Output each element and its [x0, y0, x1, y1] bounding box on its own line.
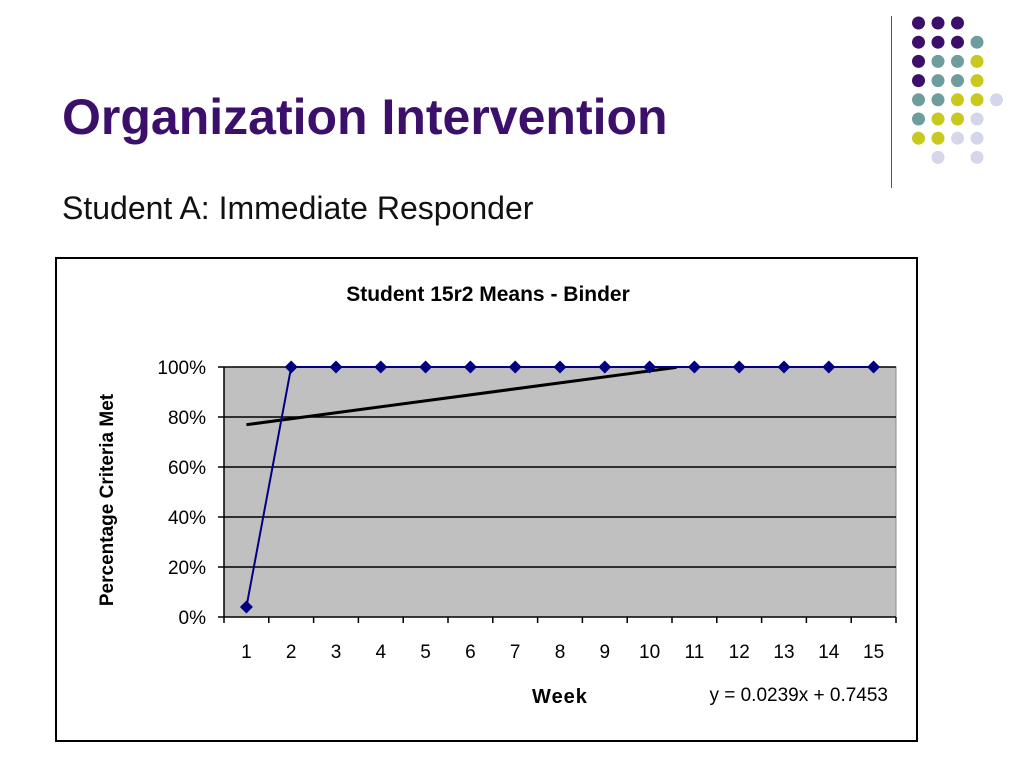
series-group — [239, 360, 881, 614]
data-point-marker — [239, 600, 253, 614]
decorative-dot — [912, 54, 925, 68]
x-tick-label: 9 — [600, 642, 611, 663]
decorative-dot — [931, 131, 945, 145]
decorative-divider — [891, 16, 892, 188]
y-tick-label: 0% — [179, 608, 207, 629]
decorative-dot — [970, 93, 984, 107]
decorative-dot — [931, 112, 945, 126]
chart-container: Student 15r2 Means - Binder 0% 20% 40% 60% 8… — [55, 257, 918, 742]
trendline-equation: y = 0.0239x + 0.7453 — [709, 685, 888, 706]
x-tick-label: 12 — [729, 642, 750, 663]
y-axis-label: Percentage Criteria Met — [97, 393, 118, 606]
decorative-dot — [970, 112, 984, 126]
x-tick-label: 8 — [555, 642, 566, 663]
chart-svg: Student 15r2 Means - Binder 0% 20% 40% 60% 8… — [97, 283, 897, 708]
slide-title: Organization Intervention — [62, 89, 668, 145]
decorative-dot — [951, 112, 964, 126]
decorative-dot — [951, 131, 964, 145]
decorative-dot — [951, 16, 964, 30]
x-tick-label: 3 — [331, 642, 342, 663]
data-point-marker — [867, 360, 881, 374]
decorative-dot — [931, 93, 945, 107]
x-tick-label: 6 — [465, 642, 476, 663]
data-point-marker — [553, 360, 567, 374]
decorative-dot — [912, 131, 925, 145]
decorative-dot — [912, 74, 925, 88]
x-axis-label: Week — [532, 686, 588, 708]
plot-area — [223, 366, 897, 618]
decorative-dot — [912, 112, 925, 126]
decorative-dot — [912, 93, 925, 107]
data-point-marker — [687, 360, 701, 374]
data-point-marker — [329, 360, 343, 374]
trendline — [246, 365, 677, 427]
x-tick-label: 2 — [286, 642, 297, 663]
data-point-marker — [777, 360, 791, 374]
data-point-marker — [419, 360, 433, 374]
chart-title: Student 15r2 Means - Binder — [346, 283, 630, 306]
decorative-dot — [912, 16, 925, 30]
decorative-dot — [990, 93, 1003, 107]
x-tick-label: 1 — [241, 642, 252, 663]
slide-subtitle: Student A: Immediate Responder — [62, 190, 534, 226]
data-point-marker — [463, 360, 477, 374]
x-tick-label: 14 — [818, 642, 840, 663]
decorative-dot — [931, 74, 945, 88]
y-tick-label: 60% — [168, 458, 206, 479]
x-tick-label: 15 — [863, 642, 884, 663]
data-point-marker — [508, 360, 522, 374]
decorative-dot — [912, 35, 925, 49]
y-tick-label: 80% — [168, 408, 206, 429]
data-point-marker — [822, 360, 836, 374]
y-tick-label: 40% — [168, 508, 206, 529]
decorative-dot — [951, 54, 964, 68]
data-point-marker — [598, 360, 612, 374]
decorative-dot — [951, 35, 964, 49]
data-point-marker — [284, 360, 298, 374]
data-point-marker — [732, 360, 746, 374]
x-tick-label: 13 — [773, 642, 794, 663]
x-tick-label: 7 — [510, 642, 521, 663]
decorative-dot — [970, 74, 984, 88]
trendline-group — [246, 365, 677, 427]
y-tick-label: 100% — [157, 358, 206, 379]
y-tick-label: 20% — [168, 558, 206, 579]
decorative-dot — [931, 150, 945, 164]
decorative-dot-grid — [912, 16, 1003, 164]
decorative-dot — [931, 16, 945, 30]
x-tick-label: 10 — [639, 642, 660, 663]
x-axis-ticks: 1 2 3 4 5 6 7 8 9 10 11 12 13 14 15 — [223, 616, 897, 663]
decorative-dot — [951, 74, 964, 88]
decorative-dot — [970, 150, 984, 164]
x-tick-label: 11 — [685, 642, 705, 663]
decorative-dot — [970, 35, 984, 49]
x-tick-label: 4 — [376, 642, 387, 663]
data-point-marker — [374, 360, 388, 374]
decorative-dot — [931, 54, 945, 68]
decorative-dot — [951, 93, 964, 107]
decorative-dot — [970, 131, 984, 145]
decorative-dot — [970, 54, 984, 68]
data-point-marker — [643, 360, 657, 374]
decorative-dot — [931, 35, 945, 49]
x-tick-label: 5 — [420, 642, 431, 663]
y-axis-ticks: 0% 20% 40% 60% 80% 100% — [157, 358, 225, 629]
